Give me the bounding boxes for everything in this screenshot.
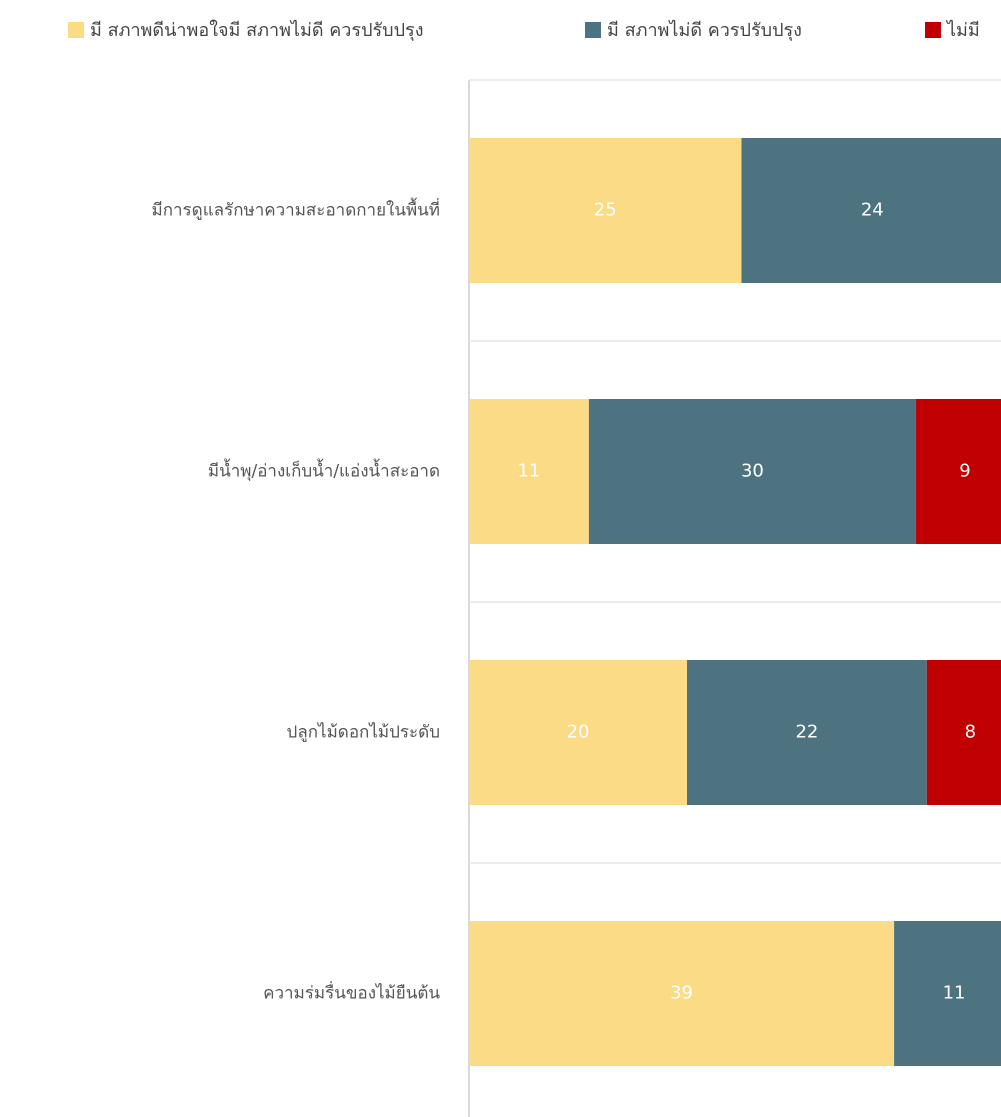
bar-segment [469,138,742,283]
legend-label: มี สภาพไม่ดี ควรปรับปรุง [607,19,802,41]
value-label: 24 [861,200,884,221]
category-label: ปลูกไม้ดอกไม้ประดับ [287,722,440,743]
bar-segment [588,399,916,544]
category-label: มีน้ำพุ/อ่างเก็บน้ำ/แอ่งน้ำสะอาด [208,459,440,482]
legend-label: มี สภาพดีน่าพอใจมี สภาพไม่ดี ควรปรับปรุง [90,19,423,41]
value-label: 11 [943,983,966,1004]
category-label: ความร่มรื่นของไม้ยืนต้น [263,981,440,1004]
value-label: 9 [959,461,970,482]
bar-segment [469,399,589,544]
bar-segment [894,921,1001,1066]
category-label: มีการดูแลรักษาความสะอาดกายในพื้นที่ [152,198,441,221]
legend-swatch [925,22,941,38]
value-label: 39 [670,983,693,1004]
value-label: 20 [567,722,590,743]
bar-segment [915,399,1001,544]
legend-swatch [585,22,601,38]
bar-segment [687,660,927,805]
value-label: 8 [965,722,976,743]
bar-segment [926,660,1001,805]
value-label: 11 [517,461,540,482]
value-label: 25 [594,200,617,221]
legend-label: ไม่มี [945,19,980,41]
legend-swatch [68,22,84,38]
bar-segment [741,138,1001,283]
bar-segment [469,660,687,805]
bar-segment [469,921,895,1066]
value-label: 30 [741,461,764,482]
value-label: 22 [795,722,818,743]
